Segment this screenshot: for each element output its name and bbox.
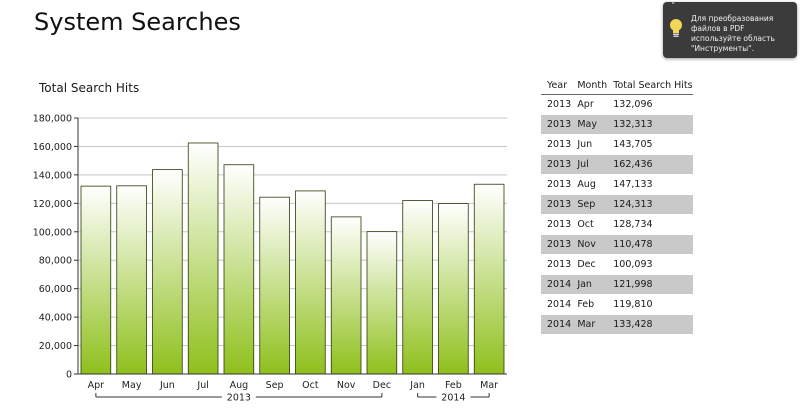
- cell-hits: 143,705: [607, 134, 693, 155]
- bar-jan: [402, 200, 433, 375]
- cell-hits: 133,428: [607, 314, 693, 335]
- y-tick-label: 160,000: [33, 142, 72, 153]
- table-row: 2014 Jan 121,998: [541, 274, 693, 295]
- x-tick-label: May: [122, 380, 142, 391]
- cell-month: Nov: [571, 234, 608, 255]
- x-tick-label: Aug: [230, 380, 249, 391]
- y-tick-label: 0: [66, 370, 72, 381]
- cell-hits: 124,313: [607, 194, 693, 215]
- bar-may: [116, 185, 147, 375]
- cell-month: Jan: [571, 274, 608, 295]
- column-header-total-search-hits: Total Search Hits: [607, 76, 693, 95]
- cell-month: Aug: [571, 174, 608, 195]
- y-tick-label: 120,000: [33, 199, 72, 210]
- column-header-month: Month: [571, 76, 608, 95]
- x-tick-label: Sep: [266, 380, 284, 391]
- search-hits-table: Year Month Total Search Hits 2013 Apr 132,…: [541, 76, 693, 335]
- pdf-hint-tooltip[interactable]: ˄ Для преобразования файлов в PDF исполь…: [663, 2, 797, 58]
- y-tick-label: 140,000: [33, 170, 72, 181]
- cell-year: 2014: [541, 274, 572, 295]
- column-header-year: Year: [541, 76, 572, 95]
- cell-year: 2013: [541, 254, 572, 275]
- bar-chart: 0 20,000 40,000 60,000 80,000 100,000 120,000 1…: [33, 114, 507, 404]
- y-tick-label: 60,000: [39, 284, 72, 295]
- table-row: 2013 Sep 124,313: [541, 194, 693, 215]
- table-row: 2014 Mar 133,428: [541, 314, 693, 335]
- bar-dec: [366, 231, 398, 375]
- cell-year: 2013: [541, 94, 572, 115]
- table-row: 2013 Apr 132,096: [541, 94, 693, 115]
- table-header-row: Year Month Total Search Hits: [541, 76, 693, 95]
- x-tick-label: Dec: [373, 380, 391, 391]
- table-row: 2013 Nov 110,478: [541, 234, 693, 255]
- tooltip-text: Для преобразования файлов в PDF использу…: [691, 14, 775, 53]
- cell-year: 2014: [541, 314, 572, 335]
- cell-hits: 132,096: [607, 94, 693, 115]
- cell-month: Sep: [571, 194, 608, 215]
- x-tick-label: Jun: [159, 380, 175, 391]
- lightbulb-icon: [668, 18, 684, 44]
- table-row: 2013 Aug 147,133: [541, 174, 693, 195]
- y-tick-label: 180,000: [33, 114, 72, 125]
- table-row: 2013 Jul 162,436: [541, 154, 693, 175]
- cell-year: 2014: [541, 294, 572, 315]
- cell-hits: 128,734: [607, 214, 693, 235]
- x-tick-label: Oct: [302, 380, 319, 391]
- cell-year: 2013: [541, 114, 572, 135]
- bar-apr: [80, 185, 112, 375]
- table-row: 2013 Oct 128,734: [541, 214, 693, 235]
- cell-year: 2013: [541, 154, 572, 175]
- table-row: 2014 Feb 119,810: [541, 294, 693, 315]
- x-tick-label: Apr: [88, 380, 105, 391]
- cell-year: 2013: [541, 134, 572, 155]
- bar-jun: [152, 169, 183, 375]
- table-row: 2013 May 132,313: [541, 114, 693, 135]
- cell-month: May: [571, 114, 608, 135]
- cell-hits: 162,436: [607, 154, 693, 175]
- bar-nov: [330, 216, 362, 375]
- year-group-label: 2013: [227, 393, 251, 404]
- cell-hits: 119,810: [607, 294, 693, 315]
- cell-hits: 110,478: [607, 234, 693, 255]
- cell-hits: 147,133: [607, 174, 693, 195]
- chart-title: Total Search Hits: [39, 81, 140, 95]
- cell-year: 2013: [541, 194, 572, 215]
- x-tick-label: Mar: [480, 380, 498, 391]
- y-tick-label: 40,000: [39, 313, 72, 324]
- table-row: 2013 Jun 143,705: [541, 134, 693, 155]
- cell-month: Feb: [571, 294, 608, 315]
- bar-oct: [295, 190, 326, 375]
- table-row: 2013 Dec 100,093: [541, 254, 693, 275]
- cell-month: Apr: [571, 94, 608, 115]
- x-tick-label: Nov: [337, 380, 356, 391]
- cell-year: 2013: [541, 234, 572, 255]
- cell-hits: 132,313: [607, 114, 693, 135]
- bar-aug: [223, 164, 255, 375]
- y-tick-label: 80,000: [39, 256, 72, 267]
- cell-hits: 121,998: [607, 274, 693, 295]
- cell-year: 2013: [541, 174, 572, 195]
- cell-hits: 100,093: [607, 254, 693, 275]
- x-tick-label: Feb: [445, 380, 462, 391]
- cell-month: Jul: [571, 154, 608, 175]
- cell-month: Jun: [571, 134, 608, 155]
- collapse-tooltip-icon[interactable]: ˄: [671, 2, 676, 12]
- x-tick-label: Jul: [196, 380, 208, 391]
- x-tick-label: Jan: [409, 380, 425, 391]
- bar-jul: [187, 142, 219, 375]
- y-tick-label: 20,000: [39, 341, 72, 352]
- cell-month: Mar: [571, 314, 608, 335]
- page-title: System Searches: [34, 8, 241, 36]
- bar-feb: [438, 203, 469, 375]
- cell-month: Dec: [571, 254, 608, 275]
- y-tick-label: 100,000: [33, 227, 72, 238]
- cell-year: 2013: [541, 214, 572, 235]
- year-group-label: 2014: [441, 393, 465, 404]
- bar-mar: [473, 183, 505, 375]
- cell-month: Oct: [571, 214, 608, 235]
- bar-sep: [259, 196, 290, 375]
